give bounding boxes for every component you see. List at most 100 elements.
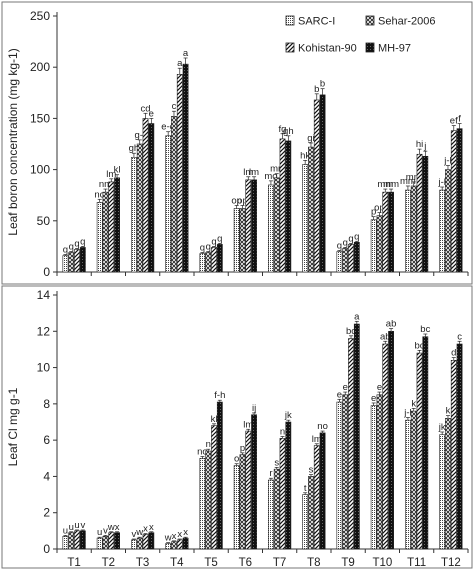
bar-kohistan-90 bbox=[279, 138, 286, 273]
bar-kohistan-90 bbox=[416, 153, 423, 273]
significance-letter: lm bbox=[312, 434, 322, 445]
y-tick-label: 0 bbox=[43, 265, 50, 279]
significance-letter: hi bbox=[416, 139, 423, 150]
bar-sehar-2006 bbox=[68, 252, 75, 273]
significance-letter: no bbox=[94, 189, 105, 200]
significance-letter: no bbox=[197, 446, 208, 457]
bar-sarc-i bbox=[439, 189, 446, 273]
significance-letter: mn bbox=[270, 164, 283, 175]
significance-letter: gh bbox=[129, 143, 140, 154]
significance-letter: e bbox=[377, 382, 382, 393]
legend-label-sehar-2006: Sehar-2006 bbox=[378, 16, 436, 28]
bar-kohistan-90 bbox=[245, 179, 252, 273]
bar-sarc-i bbox=[131, 539, 137, 550]
y-tick-label: 4 bbox=[43, 469, 50, 483]
significance-letter: q bbox=[200, 243, 205, 254]
bar-sehar-2006 bbox=[376, 394, 383, 550]
significance-letter: lm bbox=[243, 167, 253, 178]
y-tick-label: 200 bbox=[30, 60, 50, 74]
significance-letter: c bbox=[172, 101, 177, 112]
bar-sehar-2006 bbox=[410, 185, 417, 273]
significance-letter: bc bbox=[415, 340, 425, 351]
x-tick-label: T7 bbox=[273, 557, 286, 569]
legend: SARC-I Sehar-2006 Kohistan-90 MH-97 bbox=[285, 15, 436, 55]
y-tick-label: 6 bbox=[43, 433, 50, 447]
bar-mh-97 bbox=[182, 537, 189, 550]
bar-sarc-i bbox=[96, 537, 103, 550]
bar-mh-97 bbox=[216, 401, 223, 550]
bar-sarc-i bbox=[439, 434, 446, 550]
bar-sehar-2006 bbox=[239, 454, 246, 550]
bar-mh-97 bbox=[422, 336, 429, 550]
significance-letter: kl bbox=[114, 165, 121, 176]
bar-sehar-2006 bbox=[445, 169, 451, 273]
significance-letter: op bbox=[231, 195, 242, 206]
bar-sehar-2006 bbox=[102, 535, 109, 550]
bar-sarc-i bbox=[233, 465, 240, 550]
significance-letter: k bbox=[411, 398, 416, 409]
significance-letter: a bbox=[354, 311, 360, 322]
significance-letter: w bbox=[107, 522, 115, 533]
significance-letter: ij bbox=[252, 403, 256, 414]
significance-letter: f bbox=[458, 114, 461, 125]
significance-letter: d bbox=[451, 348, 456, 359]
y-tick-label: 100 bbox=[30, 163, 50, 177]
x-tick-label: T9 bbox=[341, 557, 354, 569]
bar-kohistan-90 bbox=[279, 438, 286, 550]
significance-letter: j-l bbox=[437, 177, 445, 188]
boron-chart: 0 50 100 150 200 250 q no gh e-g q op mo hk q p mm j-l q nm… bbox=[30, 9, 469, 279]
legend-swatch-sarc-i bbox=[285, 15, 295, 26]
y-tick-label: 50 bbox=[37, 214, 51, 228]
significance-letter: x bbox=[183, 527, 188, 538]
boron-y-axis-label: Leaf boron concentration (mg kg-1) bbox=[6, 48, 20, 235]
x-tick-label: T4 bbox=[170, 557, 184, 569]
significance-letter: e-g bbox=[161, 122, 175, 133]
bar-sehar-2006 bbox=[308, 146, 314, 273]
bar-mh-97 bbox=[319, 94, 326, 273]
significance-letter: q bbox=[211, 236, 216, 247]
y-tick-label: 250 bbox=[30, 9, 50, 23]
bar-mh-97 bbox=[148, 123, 155, 273]
significance-letter: v bbox=[132, 529, 137, 540]
bottom-panel-frame bbox=[1, 285, 473, 569]
significance-letter: a bbox=[183, 48, 189, 59]
significance-letter: v bbox=[80, 520, 85, 531]
legend-label-mh-97: MH-97 bbox=[378, 43, 411, 55]
bar-mh-97 bbox=[216, 244, 223, 273]
bar-sehar-2006 bbox=[445, 418, 451, 550]
significance-letter: e bbox=[371, 393, 376, 404]
chloride-y-axis-label: Leaf Cl mg g-1 bbox=[6, 387, 20, 466]
bar-sehar-2006 bbox=[102, 191, 109, 273]
bar-sehar-2006 bbox=[239, 208, 246, 273]
significance-letter: a bbox=[177, 58, 183, 69]
significance-letter: x bbox=[177, 529, 182, 540]
significance-letter: e bbox=[149, 108, 154, 119]
bar-sarc-i bbox=[370, 405, 377, 550]
bar-sarc-i bbox=[405, 189, 411, 273]
significance-letter: f-h bbox=[214, 390, 225, 401]
x-tick-label: T2 bbox=[102, 557, 115, 569]
bar-mh-97 bbox=[319, 432, 326, 550]
bar-mh-97 bbox=[456, 128, 463, 273]
legend-swatch-mh-97 bbox=[365, 42, 375, 53]
significance-letter: mm bbox=[400, 176, 416, 187]
significance-letter: s bbox=[309, 465, 314, 476]
significance-letter: t bbox=[304, 483, 307, 494]
significance-letter: v bbox=[103, 525, 108, 536]
significance-letter: kl bbox=[211, 414, 218, 425]
bar-mh-97 bbox=[114, 177, 120, 273]
bar-mh-97 bbox=[148, 532, 155, 550]
bar-sarc-i bbox=[370, 219, 377, 273]
y-tick-label: 12 bbox=[37, 324, 51, 338]
significance-letter: x bbox=[172, 531, 177, 542]
significance-letter: x bbox=[149, 522, 154, 533]
significance-letter: lm bbox=[106, 169, 116, 180]
significance-letter: p bbox=[240, 443, 245, 454]
x-tick-label: T10 bbox=[372, 557, 392, 569]
bar-mh-97 bbox=[422, 155, 429, 273]
significance-letter: mm bbox=[406, 172, 422, 183]
significance-letter: u bbox=[97, 527, 102, 538]
significance-letter: cd bbox=[141, 103, 151, 114]
significance-letter: gh bbox=[283, 126, 294, 137]
bar-kohistan-90 bbox=[313, 445, 320, 550]
